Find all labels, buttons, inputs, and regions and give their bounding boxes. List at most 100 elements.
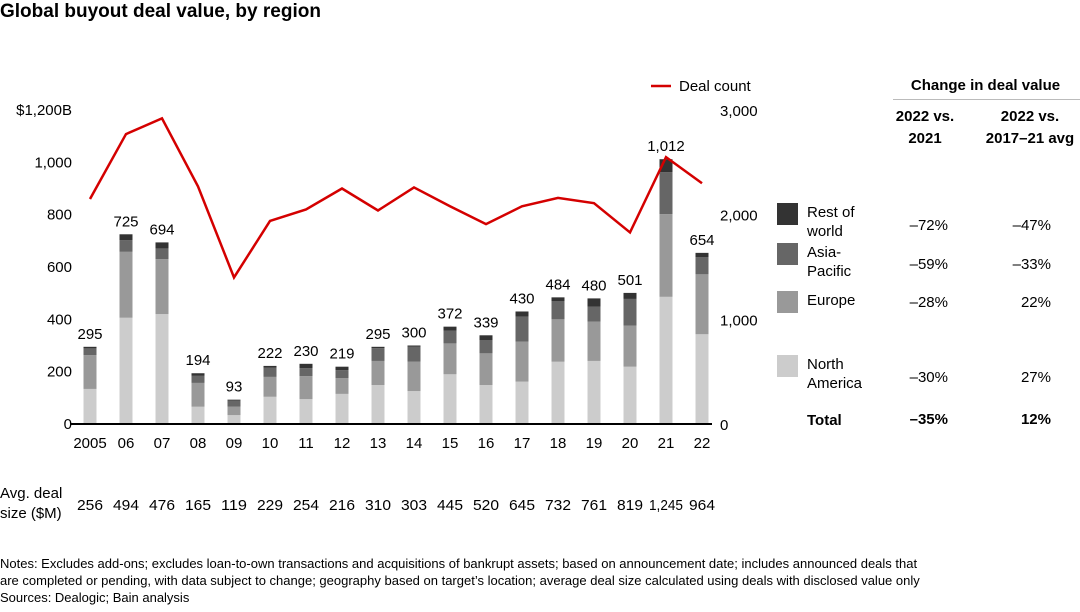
y-tick-label: 400 bbox=[47, 311, 72, 328]
bar-segment-europe bbox=[659, 214, 673, 297]
y2-tick-label: 3,000 bbox=[720, 103, 758, 120]
bar-segment-rest-of-world bbox=[587, 298, 601, 307]
bar-segment-europe bbox=[119, 251, 133, 318]
bar-segment-north-america bbox=[335, 393, 349, 424]
avg-deal-label-line1: Avg. deal bbox=[0, 485, 63, 502]
bar-total-label: 93 bbox=[226, 379, 243, 396]
total-label: Total bbox=[807, 412, 842, 429]
x-tick-label: 07 bbox=[154, 435, 171, 452]
bar-segment-europe bbox=[623, 325, 637, 367]
avg-deal-value: 256 bbox=[77, 497, 103, 514]
bar-segment-asia-pacific bbox=[155, 248, 169, 260]
bar-segment-north-america bbox=[515, 381, 529, 424]
bar-segment-rest-of-world bbox=[83, 346, 97, 349]
bar-segment-europe bbox=[695, 274, 709, 335]
deal-count-legend-label: Deal count bbox=[679, 78, 752, 95]
x-tick-label: 13 bbox=[370, 435, 387, 452]
bar-total-label: 219 bbox=[329, 346, 354, 363]
bar-total-label: 339 bbox=[473, 314, 498, 331]
bar-segment-north-america bbox=[659, 296, 673, 424]
legend-label-line2: America bbox=[807, 375, 863, 392]
bar-segment-europe bbox=[263, 376, 277, 397]
bar-total-label: 222 bbox=[257, 345, 282, 362]
x-tick-label: 16 bbox=[478, 435, 495, 452]
legend-swatch bbox=[777, 243, 798, 265]
bar-segment-asia-pacific bbox=[695, 257, 709, 275]
change-vs-2021: –28% bbox=[909, 294, 948, 311]
bar-segment-asia-pacific bbox=[191, 375, 205, 383]
bar-segment-asia-pacific bbox=[335, 370, 349, 379]
avg-deal-value: 445 bbox=[437, 497, 463, 514]
x-tick-label: 11 bbox=[298, 435, 314, 452]
bar-segment-rest-of-world bbox=[443, 326, 457, 331]
bar-segment-north-america bbox=[227, 415, 241, 424]
avg-deal-value: 964 bbox=[689, 497, 715, 514]
avg-deal-value: 732 bbox=[545, 497, 571, 514]
y-tick-label: $1,200B bbox=[16, 102, 72, 119]
bar-segment-north-america bbox=[443, 374, 457, 424]
bar-segment-europe bbox=[335, 378, 349, 394]
legend-label-line1: Rest of bbox=[807, 204, 855, 221]
bar-total-label: 480 bbox=[581, 277, 606, 294]
bar-total-label: 295 bbox=[365, 326, 390, 343]
y2-tick-label: 0 bbox=[720, 417, 728, 434]
bar-segment-asia-pacific bbox=[587, 306, 601, 322]
avg-deal-value: 819 bbox=[617, 497, 643, 514]
bar-segment-asia-pacific bbox=[263, 367, 277, 377]
bar-segment-asia-pacific bbox=[515, 316, 529, 342]
avg-deal-value: 476 bbox=[149, 497, 175, 514]
avg-deal-value: 119 bbox=[221, 497, 247, 514]
bar-total-label: 295 bbox=[77, 326, 102, 343]
deal-count-line bbox=[88, 116, 703, 281]
legend-label: Asia- Pacific bbox=[807, 243, 851, 281]
legend-label-line1: Asia- bbox=[807, 244, 842, 261]
col1-header-line2: 2021 bbox=[908, 130, 942, 147]
bar-segment-asia-pacific bbox=[443, 330, 457, 344]
bar-segment-north-america bbox=[263, 396, 277, 424]
bar-segment-europe bbox=[407, 361, 421, 392]
bar-total-label: 300 bbox=[401, 325, 426, 342]
bar-segment-rest-of-world bbox=[227, 399, 241, 401]
x-tick-label: 09 bbox=[226, 435, 243, 452]
bar-segment-europe bbox=[371, 360, 385, 386]
avg-deal-value: 216 bbox=[329, 497, 355, 514]
bar-segment-europe bbox=[227, 406, 241, 416]
bar-segment-rest-of-world bbox=[371, 346, 385, 349]
avg-deal-value: 494 bbox=[113, 497, 139, 514]
chart-title: Global buyout deal value, by region bbox=[0, 1, 321, 22]
bar-total-label: 430 bbox=[509, 290, 534, 307]
col1-header: 2022 vs. 2021 bbox=[880, 106, 970, 150]
bar-total-label: 230 bbox=[293, 343, 318, 360]
bar-segment-north-america bbox=[587, 360, 601, 424]
avg-deal-value: 310 bbox=[365, 497, 391, 514]
avg-deal-value: 303 bbox=[401, 497, 427, 514]
avg-deal-value: 761 bbox=[581, 497, 607, 514]
col2-header: 2022 vs. 2017–21 avg bbox=[975, 106, 1080, 150]
bar-segment-europe bbox=[515, 341, 529, 382]
bar-segment-rest-of-world bbox=[695, 252, 709, 258]
y-tick-label: 200 bbox=[47, 364, 72, 381]
bar-segment-north-america bbox=[155, 314, 169, 424]
bar-total-label: 1,012 bbox=[647, 138, 685, 155]
y2-tick-label: 2,000 bbox=[720, 208, 758, 225]
change-vs-avg: 27% bbox=[1020, 369, 1051, 386]
bar-segment-europe bbox=[155, 259, 169, 315]
bar-segment-asia-pacific bbox=[479, 340, 493, 354]
bar-segment-rest-of-world bbox=[119, 234, 133, 241]
bar-segment-europe bbox=[299, 376, 313, 400]
bar-total-label: 725 bbox=[113, 213, 138, 230]
bar-segment-north-america bbox=[191, 406, 205, 424]
notes-line-3: Sources: Dealogic; Bain analysis bbox=[0, 590, 190, 605]
bar-segment-asia-pacific bbox=[551, 301, 565, 320]
bar-segment-asia-pacific bbox=[227, 400, 241, 407]
legend-swatch bbox=[777, 291, 798, 313]
bar-segment-north-america bbox=[479, 385, 493, 424]
bar-segment-north-america bbox=[623, 366, 637, 424]
legend-swatch bbox=[777, 355, 798, 377]
bar-segment-asia-pacific bbox=[407, 346, 421, 362]
bar-segment-north-america bbox=[83, 388, 97, 424]
y-tick-label: 0 bbox=[64, 416, 72, 433]
legend-label-line2: world bbox=[807, 223, 843, 240]
bar-segment-asia-pacific bbox=[299, 368, 313, 377]
bar-segment-asia-pacific bbox=[371, 348, 385, 361]
